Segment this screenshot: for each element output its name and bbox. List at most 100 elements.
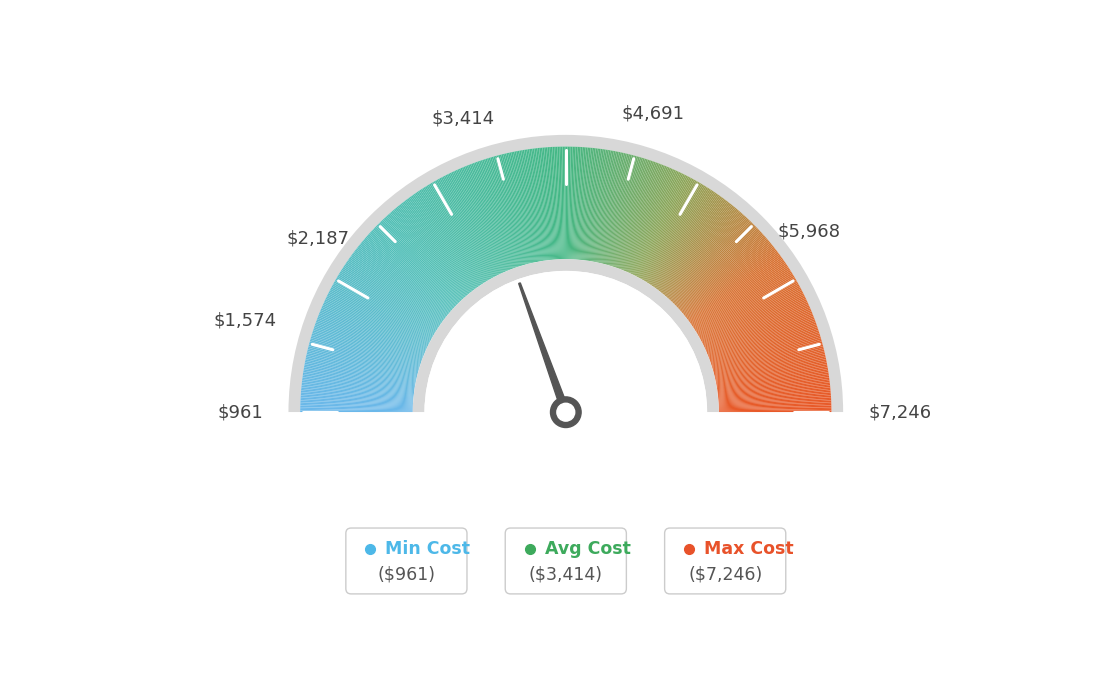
- Wedge shape: [507, 153, 532, 263]
- Wedge shape: [456, 170, 503, 273]
- Wedge shape: [379, 222, 459, 304]
- Wedge shape: [538, 148, 551, 260]
- Wedge shape: [306, 357, 416, 382]
- Wedge shape: [678, 232, 762, 309]
- Wedge shape: [718, 384, 830, 397]
- Wedge shape: [337, 277, 434, 335]
- Wedge shape: [322, 305, 426, 351]
- Wedge shape: [719, 400, 831, 406]
- Text: $2,187: $2,187: [287, 229, 350, 247]
- Wedge shape: [300, 397, 413, 404]
- Wedge shape: [399, 204, 470, 293]
- Wedge shape: [714, 351, 825, 378]
- Wedge shape: [710, 321, 816, 360]
- Wedge shape: [339, 273, 436, 333]
- Wedge shape: [300, 404, 413, 408]
- Wedge shape: [675, 224, 755, 305]
- Wedge shape: [719, 404, 831, 408]
- Wedge shape: [623, 166, 667, 270]
- Wedge shape: [699, 280, 797, 337]
- Wedge shape: [670, 219, 749, 302]
- Wedge shape: [358, 246, 447, 317]
- Wedge shape: [420, 190, 482, 284]
- Wedge shape: [495, 156, 526, 265]
- Wedge shape: [719, 402, 831, 407]
- Wedge shape: [438, 179, 492, 278]
- Wedge shape: [321, 306, 425, 353]
- Wedge shape: [631, 172, 682, 275]
- Wedge shape: [413, 195, 478, 287]
- Wedge shape: [319, 311, 424, 355]
- Wedge shape: [676, 227, 757, 306]
- Wedge shape: [300, 406, 413, 409]
- Wedge shape: [710, 324, 817, 362]
- Wedge shape: [684, 244, 773, 316]
- Wedge shape: [305, 364, 415, 386]
- Wedge shape: [394, 208, 467, 295]
- Wedge shape: [369, 233, 453, 310]
- Wedge shape: [619, 164, 660, 269]
- Wedge shape: [669, 216, 746, 300]
- Wedge shape: [425, 186, 486, 282]
- Wedge shape: [583, 148, 597, 260]
- Wedge shape: [512, 152, 537, 262]
- Wedge shape: [310, 339, 418, 371]
- Wedge shape: [700, 283, 798, 339]
- Wedge shape: [331, 286, 432, 340]
- Text: $961: $961: [217, 403, 263, 421]
- Wedge shape: [325, 301, 427, 349]
- Wedge shape: [704, 297, 806, 347]
- Wedge shape: [715, 359, 827, 382]
- Wedge shape: [457, 169, 505, 273]
- Wedge shape: [301, 391, 413, 401]
- Wedge shape: [581, 148, 594, 260]
- Text: $4,691: $4,691: [622, 104, 684, 122]
- Wedge shape: [656, 197, 723, 289]
- Wedge shape: [393, 210, 467, 296]
- Wedge shape: [300, 400, 413, 406]
- Text: ($961): ($961): [378, 566, 435, 584]
- Wedge shape: [459, 168, 505, 272]
- Wedge shape: [429, 184, 488, 281]
- Polygon shape: [519, 283, 570, 413]
- Wedge shape: [676, 228, 758, 307]
- Wedge shape: [386, 215, 464, 299]
- Wedge shape: [305, 361, 416, 384]
- Wedge shape: [310, 338, 418, 371]
- Wedge shape: [498, 155, 528, 264]
- Wedge shape: [307, 353, 416, 379]
- Wedge shape: [719, 409, 831, 411]
- Wedge shape: [680, 235, 765, 311]
- Wedge shape: [317, 319, 423, 359]
- Wedge shape: [627, 169, 675, 273]
- Wedge shape: [302, 373, 414, 390]
- Wedge shape: [528, 149, 544, 261]
- Wedge shape: [323, 302, 426, 350]
- Wedge shape: [645, 184, 704, 282]
- Wedge shape: [371, 230, 454, 308]
- Wedge shape: [539, 148, 551, 260]
- Wedge shape: [304, 367, 415, 387]
- Wedge shape: [708, 313, 813, 356]
- Wedge shape: [688, 252, 778, 321]
- Wedge shape: [315, 324, 422, 362]
- Wedge shape: [570, 147, 574, 259]
- Wedge shape: [698, 279, 796, 336]
- Wedge shape: [575, 147, 584, 259]
- Wedge shape: [710, 322, 816, 362]
- Wedge shape: [518, 150, 539, 262]
- Wedge shape: [718, 377, 829, 393]
- Wedge shape: [626, 168, 671, 272]
- Wedge shape: [306, 356, 416, 381]
- Wedge shape: [326, 297, 427, 347]
- Wedge shape: [306, 354, 416, 380]
- Wedge shape: [607, 157, 640, 265]
- Wedge shape: [585, 148, 601, 261]
- Wedge shape: [449, 172, 500, 275]
- Wedge shape: [707, 306, 810, 353]
- Wedge shape: [696, 270, 790, 331]
- Wedge shape: [326, 296, 428, 346]
- Wedge shape: [304, 371, 415, 389]
- Wedge shape: [673, 223, 754, 304]
- Wedge shape: [475, 162, 514, 268]
